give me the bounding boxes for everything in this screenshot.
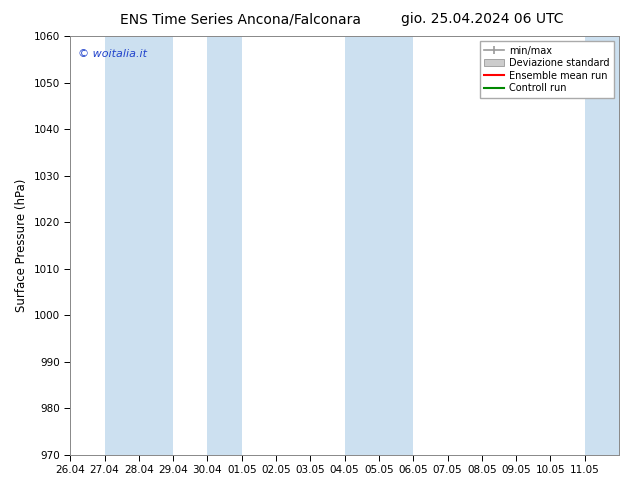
Y-axis label: Surface Pressure (hPa): Surface Pressure (hPa) xyxy=(15,179,28,312)
Text: © woitalia.it: © woitalia.it xyxy=(79,49,148,59)
Text: ENS Time Series Ancona/Falconara: ENS Time Series Ancona/Falconara xyxy=(120,12,361,26)
Bar xyxy=(207,36,242,455)
Bar xyxy=(585,36,619,455)
Bar xyxy=(105,36,173,455)
Text: gio. 25.04.2024 06 UTC: gio. 25.04.2024 06 UTC xyxy=(401,12,563,26)
Legend: min/max, Deviazione standard, Ensemble mean run, Controll run: min/max, Deviazione standard, Ensemble m… xyxy=(479,41,614,98)
Bar xyxy=(345,36,413,455)
